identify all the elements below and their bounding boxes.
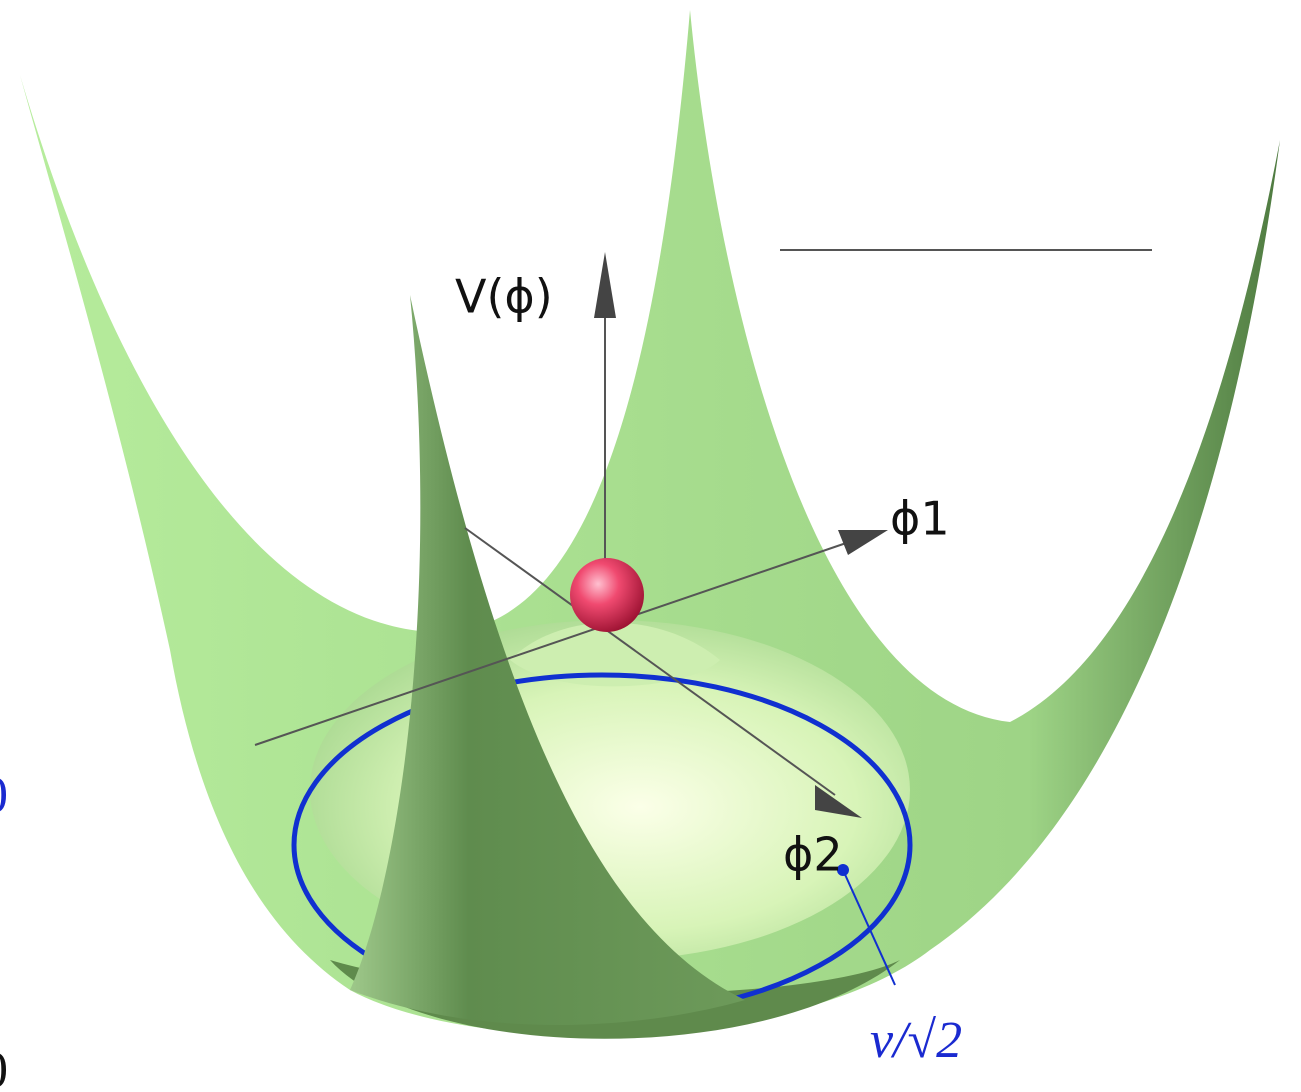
- edge-fragment: 0: [0, 1042, 8, 1092]
- ball: [570, 558, 644, 632]
- v-label: V(ϕ): [455, 270, 553, 324]
- diagram: V(ϕ) ϕ1 ϕ2 v/√2 0 0: [0, 0, 1301, 1092]
- phi1-label: ϕ1: [890, 492, 950, 546]
- edge-fragment: 0: [0, 767, 8, 824]
- vacuum-label: v/√2: [870, 1012, 962, 1069]
- phi2-label: ϕ2: [783, 828, 843, 882]
- phi1-arrowhead: [838, 530, 888, 555]
- v-arrowhead: [594, 252, 616, 318]
